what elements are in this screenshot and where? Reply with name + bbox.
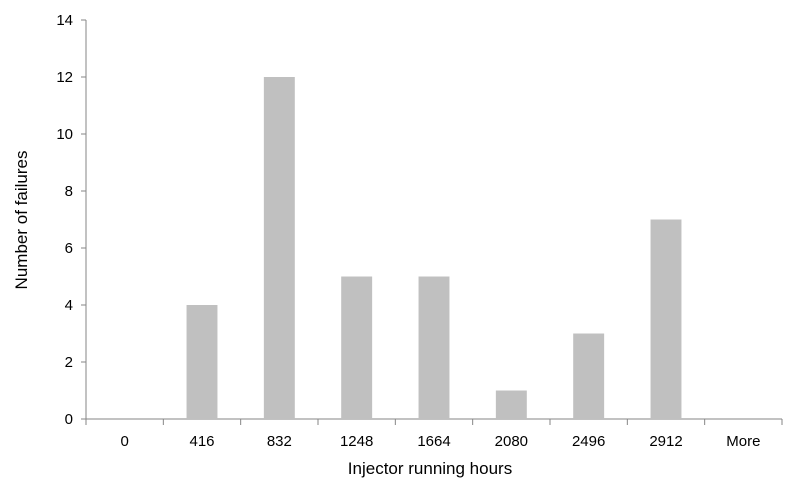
bar-832 <box>263 77 295 419</box>
bar-416 <box>186 305 218 419</box>
y-tick-label: 14 <box>56 12 73 29</box>
bar-1248 <box>341 276 373 419</box>
x-tick-label: 1248 <box>340 433 373 450</box>
bar-1664 <box>418 276 450 419</box>
y-tick-label: 8 <box>65 183 73 200</box>
x-tick-label: 416 <box>189 433 214 450</box>
bar-2496 <box>573 333 605 419</box>
x-tick-label: More <box>726 433 760 450</box>
y-tick-label: 4 <box>65 297 73 314</box>
y-tick-label: 6 <box>65 240 73 257</box>
y-tick-label: 0 <box>65 411 73 428</box>
y-tick-label: 2 <box>65 354 73 371</box>
y-tick-label: 10 <box>56 126 73 143</box>
x-axis: 0 416 832 1248 1664 2080 2496 2912 More <box>85 418 783 450</box>
bar-2080 <box>495 390 527 419</box>
x-tick-label: 1664 <box>417 433 450 450</box>
x-tick-label: 832 <box>267 433 292 450</box>
y-tick-label: 12 <box>56 69 73 86</box>
x-axis-title: Injector running hours <box>348 459 512 478</box>
x-tick-label: 0 <box>120 433 128 450</box>
x-tick-label: 2080 <box>495 433 528 450</box>
bars <box>186 77 682 419</box>
x-tick-label: 2496 <box>572 433 605 450</box>
y-axis-title: Number of failures <box>12 151 31 290</box>
bar-2912 <box>650 219 682 419</box>
y-axis: 0 2 4 6 8 10 12 14 <box>56 12 87 428</box>
x-tick-label: 2912 <box>649 433 682 450</box>
